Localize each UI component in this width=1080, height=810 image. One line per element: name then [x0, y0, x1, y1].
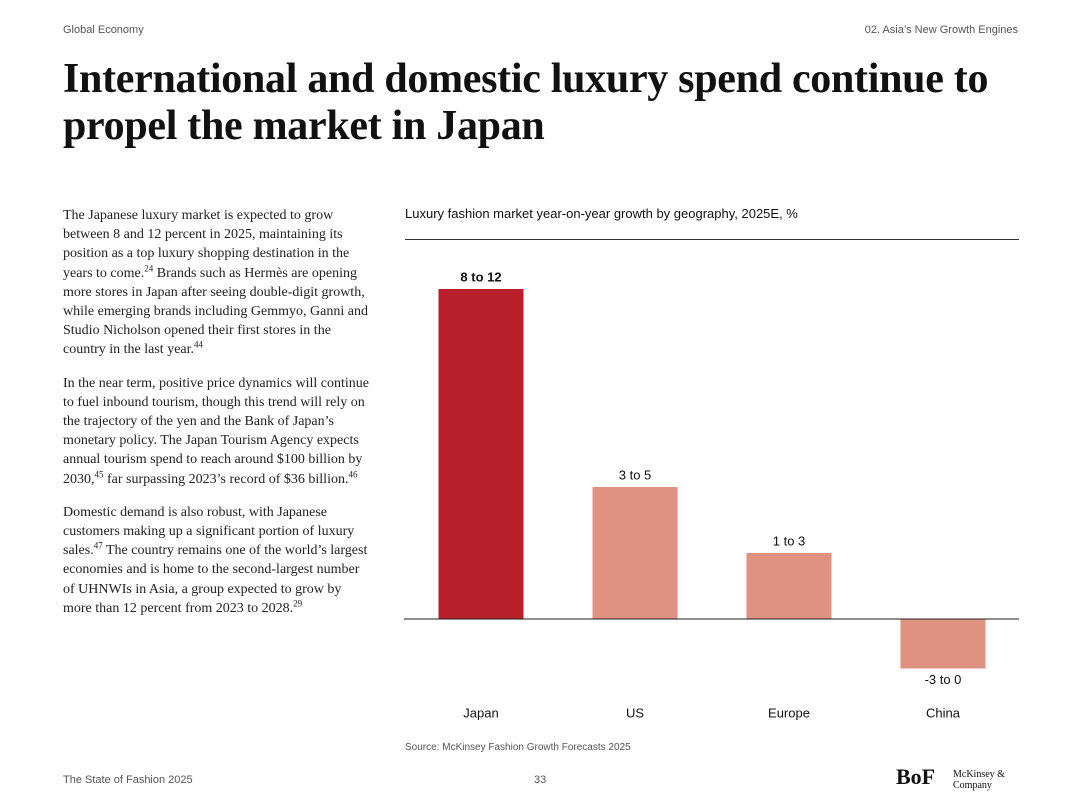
footer-left: The State of Fashion 2025 — [63, 774, 193, 786]
value-label: 3 to 5 — [619, 467, 652, 482]
footnote-ref: 44 — [194, 339, 204, 350]
footnote-ref: 46 — [348, 468, 358, 479]
footnote-ref: 47 — [93, 540, 103, 551]
text: In the near term, positive price dynamic… — [63, 375, 369, 487]
body-text: The Japanese luxury market is expected t… — [63, 206, 373, 632]
x-tick-label: China — [926, 705, 961, 720]
footnote-ref: 45 — [94, 468, 104, 479]
source: Source: McKinsey Fashion Growth Forecast… — [405, 742, 631, 753]
paragraph: The Japanese luxury market is expected t… — [63, 206, 373, 360]
page-number: 33 — [534, 774, 547, 786]
header-right: 02. Asia’s New Growth Engines — [864, 24, 1018, 36]
chart-title: Luxury fashion market year-on-year growt… — [405, 206, 798, 221]
text: Brands such as Hermès are opening more s… — [63, 265, 368, 358]
value-label: 1 to 3 — [773, 533, 806, 548]
paragraph: Domestic demand is also robust, with Jap… — [63, 503, 373, 618]
x-tick-label: US — [626, 705, 644, 720]
bar — [900, 619, 986, 669]
text: far surpassing 2023’s record of $36 bill… — [103, 471, 349, 487]
bar — [746, 553, 832, 619]
logo-mckinsey: McKinsey & Company — [953, 769, 1005, 791]
text: The country remains one of the world’s l… — [63, 543, 368, 616]
text: Domestic demand is also robust, with Jap… — [63, 504, 355, 559]
logo-bof: BoF — [896, 764, 936, 789]
footnote-ref: 29 — [293, 598, 303, 609]
value-label: 8 to 12 — [460, 269, 501, 284]
x-tick-label: Europe — [768, 705, 810, 720]
page-title: International and domestic luxury spend … — [63, 56, 989, 149]
value-label: -3 to 0 — [925, 672, 962, 687]
paragraph: In the near term, positive price dynamic… — [63, 374, 373, 489]
bar — [592, 487, 678, 619]
x-tick-label: Japan — [463, 705, 498, 720]
text: The Japanese luxury market is expected t… — [63, 208, 350, 281]
footnote-ref: 24 — [144, 262, 154, 273]
header-left: Global Economy — [63, 24, 144, 36]
bar — [438, 289, 524, 619]
